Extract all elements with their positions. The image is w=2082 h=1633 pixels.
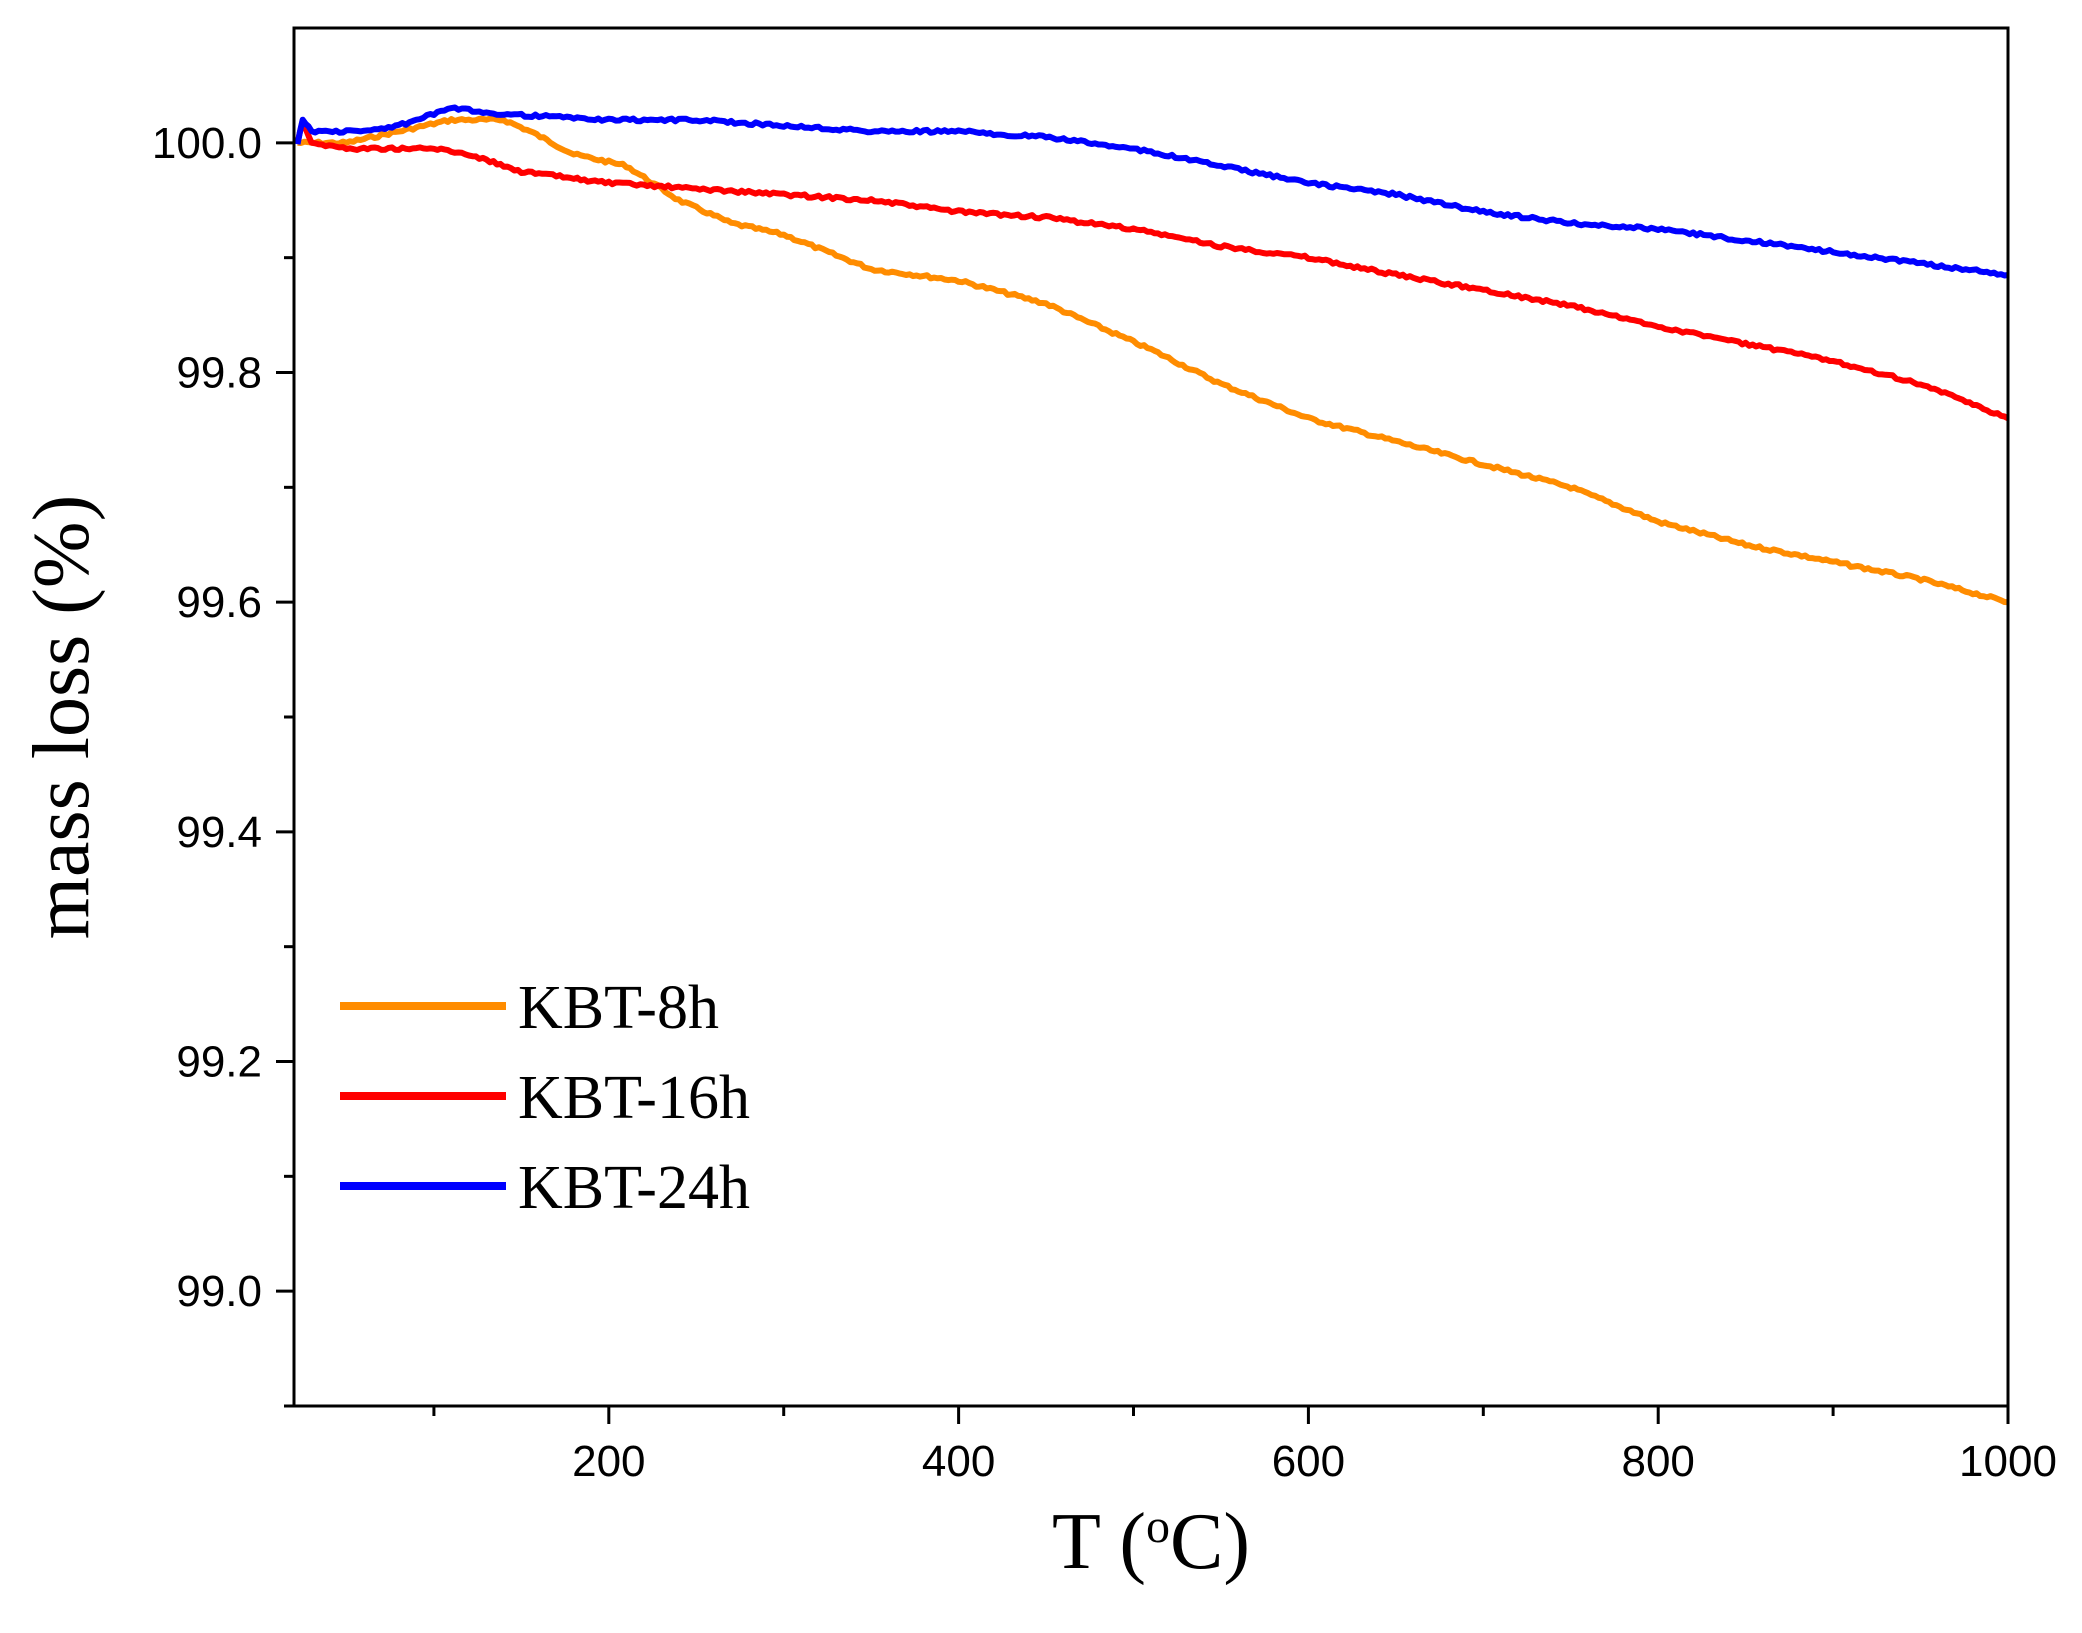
y-tick-label: 99.0 xyxy=(176,1267,262,1316)
y-tick-label: 99.8 xyxy=(176,349,262,398)
legend: KBT-8h KBT-16h KBT-24h xyxy=(340,974,750,1222)
x-axis-title-main: T ( xyxy=(1052,1498,1146,1586)
y-tick-label: 100.0 xyxy=(152,119,262,168)
x-axis-title: T (oC) xyxy=(1052,1498,1250,1586)
x-axis: 200 400 600 800 1000 xyxy=(432,1406,2057,1486)
series-line-KBT-24h xyxy=(294,104,2009,279)
x-axis-title-sup: o xyxy=(1146,1500,1170,1553)
x-tick-label: 400 xyxy=(922,1437,995,1486)
y-axis-title: mass loss (%) xyxy=(18,495,106,939)
series-layer xyxy=(294,104,2010,606)
legend-label: KBT-16h xyxy=(518,1064,750,1132)
legend-label: KBT-24h xyxy=(518,1154,750,1222)
x-axis-title-tail: C) xyxy=(1170,1498,1250,1586)
y-axis: 99.0 99.2 99.4 99.6 99.8 100.0 xyxy=(152,119,294,1408)
y-tick-label: 99.4 xyxy=(176,808,262,857)
y-tick-label: 99.2 xyxy=(176,1038,262,1087)
series-line-KBT-8h xyxy=(297,115,2009,606)
legend-label: KBT-8h xyxy=(518,974,719,1042)
x-tick-label: 1000 xyxy=(1959,1437,2057,1486)
x-tick-label: 800 xyxy=(1621,1437,1694,1486)
series-line-KBT-16h xyxy=(294,117,2010,422)
x-tick-label: 600 xyxy=(1272,1437,1345,1486)
y-tick-label: 99.6 xyxy=(176,578,262,627)
x-tick-label: 200 xyxy=(572,1437,645,1486)
